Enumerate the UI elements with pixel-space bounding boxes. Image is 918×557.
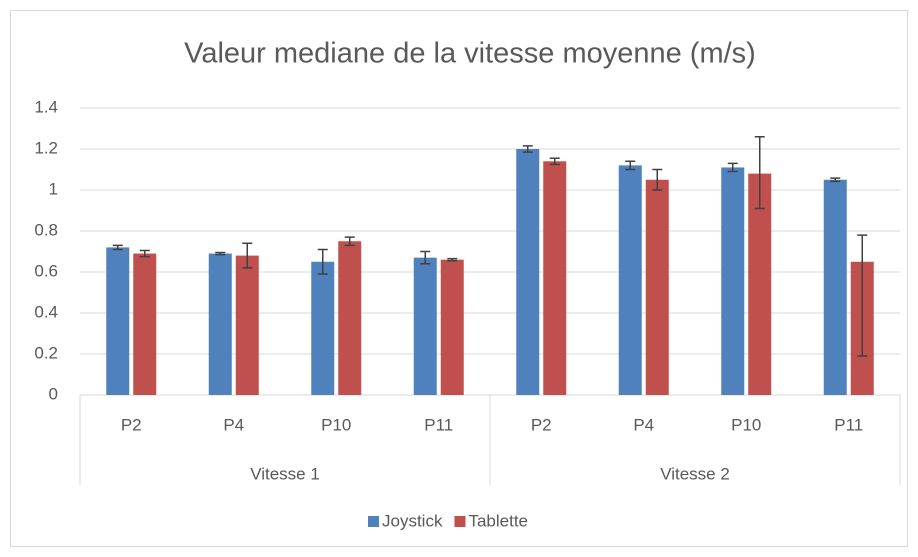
error-bar: [139, 249, 150, 258]
group-label: Vitesse 2: [660, 464, 730, 483]
x-tick-label: P2: [121, 415, 142, 434]
bar: [133, 253, 157, 395]
bar: [413, 257, 437, 395]
x-tick-label: P4: [223, 415, 244, 434]
y-tick-label: 0.2: [34, 343, 58, 362]
error-bar: [727, 162, 738, 173]
error-bar: [344, 236, 355, 247]
bar: [721, 167, 745, 395]
x-tick-label: P4: [633, 415, 654, 434]
legend-swatch: [368, 516, 379, 527]
error-bar: [522, 145, 533, 153]
bar: [311, 261, 335, 395]
x-tick-label: P10: [731, 415, 761, 434]
error-bar: [447, 257, 458, 262]
y-tick-label: 1: [49, 179, 58, 198]
x-tick-label: P2: [531, 415, 552, 434]
bar: [618, 165, 642, 395]
error-bar: [242, 242, 253, 269]
bar: [543, 161, 567, 395]
bar: [338, 241, 362, 395]
x-tick-label: P11: [834, 415, 863, 434]
error-bar: [215, 251, 226, 256]
legend-swatch: [454, 516, 466, 527]
error-bar: [420, 250, 431, 265]
legend-label: Tablette: [468, 511, 528, 530]
y-tick-label: 0.6: [34, 261, 58, 280]
error-bar: [317, 248, 328, 275]
error-bar: [112, 244, 123, 251]
y-tick-label: 1.2: [34, 138, 58, 157]
bar: [645, 179, 669, 395]
bar: [235, 255, 259, 395]
bar: [748, 173, 772, 395]
bar: [208, 253, 232, 395]
error-bar: [857, 234, 868, 357]
error-bar: [830, 177, 841, 183]
error-bar: [652, 168, 663, 191]
x-tick-label: P11: [424, 415, 453, 434]
y-tick-label: 1.4: [34, 97, 58, 116]
error-bar: [549, 157, 560, 166]
error-bar: [754, 135, 765, 210]
chart-title: Valeur mediane de la vitesse moyenne (m/…: [184, 38, 756, 70]
bar: [823, 179, 847, 395]
x-tick-label: P10: [321, 415, 351, 434]
y-tick-label: 0.4: [34, 302, 58, 321]
group-label: Vitesse 1: [250, 464, 320, 483]
y-tick-label: 0.8: [34, 220, 58, 239]
bar: [440, 259, 464, 395]
bar: [106, 247, 130, 395]
y-tick-label: 0: [49, 384, 58, 403]
error-bar: [625, 160, 636, 171]
bar: [516, 149, 540, 395]
legend-label: Joystick: [382, 511, 443, 530]
